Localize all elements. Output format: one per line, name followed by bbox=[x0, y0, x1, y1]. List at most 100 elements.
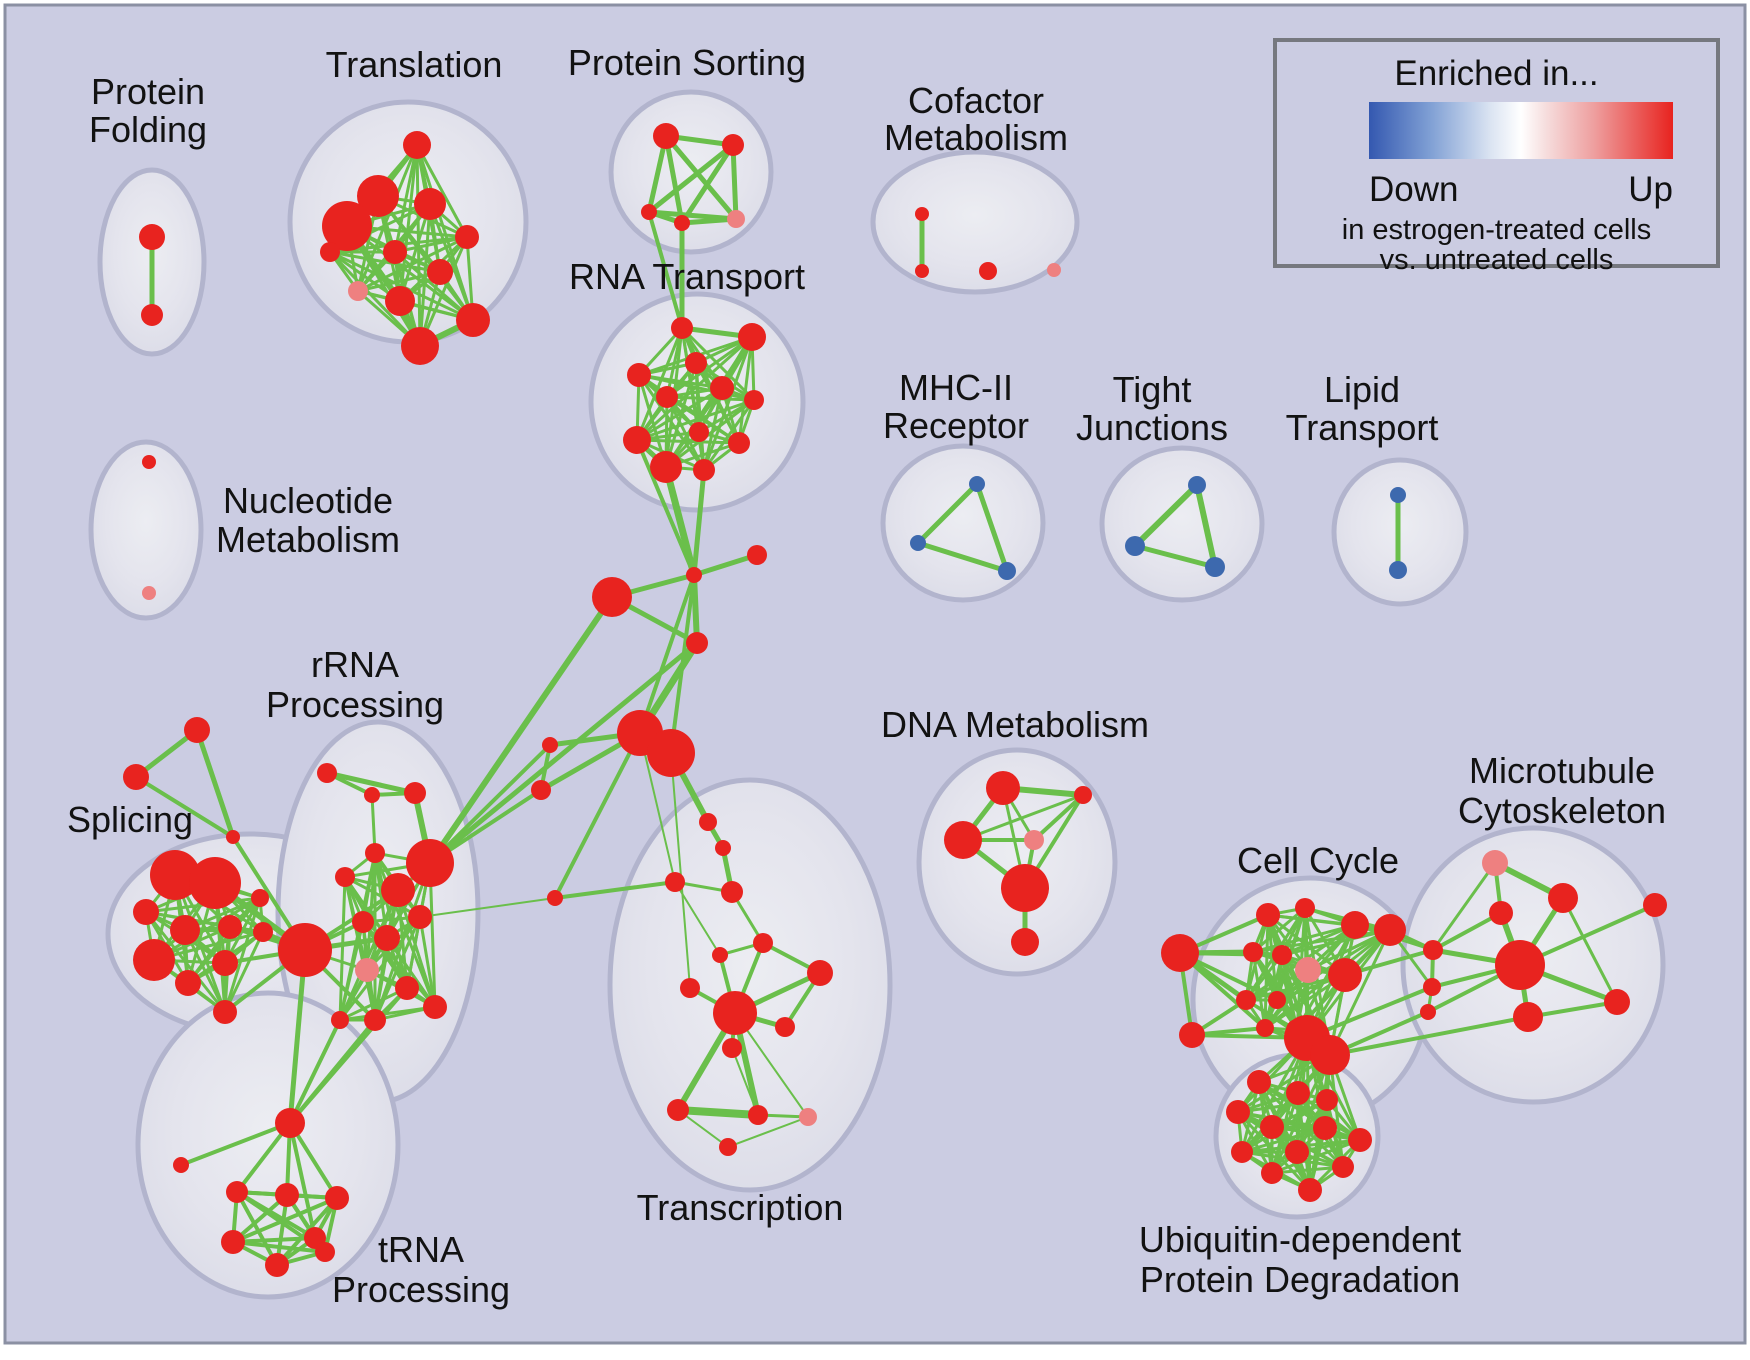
node-rt4[interactable] bbox=[627, 363, 651, 387]
node-ccs[interactable] bbox=[1179, 1022, 1205, 1048]
node-rr6[interactable] bbox=[352, 911, 374, 933]
node-str1[interactable] bbox=[184, 717, 210, 743]
node-tj2[interactable] bbox=[1125, 536, 1145, 556]
node-tx6[interactable] bbox=[753, 933, 773, 953]
node-rt3[interactable] bbox=[685, 352, 707, 374]
node-ub12[interactable] bbox=[1298, 1178, 1322, 1202]
node-pf2[interactable] bbox=[141, 304, 163, 326]
node-cc10[interactable] bbox=[1268, 991, 1286, 1009]
node-cc5[interactable] bbox=[1243, 942, 1263, 962]
node-tx5[interactable] bbox=[712, 947, 728, 963]
node-rr4[interactable] bbox=[365, 843, 385, 863]
node-m1[interactable] bbox=[969, 476, 985, 492]
node-dm4[interactable] bbox=[1024, 830, 1044, 850]
node-sp8[interactable] bbox=[212, 950, 238, 976]
node-nm2[interactable] bbox=[142, 586, 156, 600]
node-tj1[interactable] bbox=[1188, 476, 1206, 494]
node-rr9[interactable] bbox=[381, 873, 415, 907]
node-lp2[interactable] bbox=[1389, 561, 1407, 579]
node-rt8[interactable] bbox=[623, 426, 651, 454]
node-t8[interactable] bbox=[348, 281, 368, 301]
node-rr5[interactable] bbox=[335, 867, 355, 887]
node-str2[interactable] bbox=[123, 764, 149, 790]
node-dm2[interactable] bbox=[1074, 786, 1092, 804]
node-l1[interactable] bbox=[542, 737, 558, 753]
node-rt1[interactable] bbox=[671, 317, 693, 339]
node-tx12[interactable] bbox=[667, 1099, 689, 1121]
node-ps1[interactable] bbox=[653, 123, 679, 149]
node-tx4[interactable] bbox=[721, 881, 743, 903]
node-t1[interactable] bbox=[403, 131, 431, 159]
node-rt5[interactable] bbox=[656, 386, 678, 408]
node-tx8[interactable] bbox=[807, 960, 833, 986]
node-cc7[interactable] bbox=[1295, 957, 1321, 983]
node-ub9[interactable] bbox=[1285, 1140, 1309, 1164]
node-mt5[interactable] bbox=[1643, 893, 1667, 917]
node-cc8[interactable] bbox=[1328, 958, 1362, 992]
node-rt7[interactable] bbox=[744, 390, 764, 410]
node-t4[interactable] bbox=[322, 201, 372, 251]
node-h2[interactable] bbox=[647, 729, 695, 777]
node-trl[interactable] bbox=[173, 1157, 189, 1173]
node-dm6[interactable] bbox=[1011, 928, 1039, 956]
node-sp10[interactable] bbox=[253, 922, 273, 942]
node-t2[interactable] bbox=[357, 175, 399, 217]
node-t3[interactable] bbox=[414, 188, 446, 220]
node-cc14[interactable] bbox=[1310, 1035, 1350, 1075]
node-cc2[interactable] bbox=[1295, 898, 1315, 918]
node-rr7[interactable] bbox=[374, 925, 400, 951]
node-dm3[interactable] bbox=[944, 821, 982, 859]
node-ps4[interactable] bbox=[674, 215, 690, 231]
node-ccbig[interactable] bbox=[1161, 934, 1199, 972]
node-t5[interactable] bbox=[455, 225, 479, 249]
node-rr11[interactable] bbox=[355, 958, 379, 982]
node-tr3[interactable] bbox=[325, 1186, 349, 1210]
node-ub2[interactable] bbox=[1286, 1081, 1310, 1105]
node-rr13[interactable] bbox=[364, 1009, 386, 1031]
node-rt12[interactable] bbox=[693, 459, 715, 481]
node-cf4[interactable] bbox=[1047, 263, 1061, 277]
node-ps2[interactable] bbox=[722, 134, 744, 156]
node-str3[interactable] bbox=[226, 830, 240, 844]
node-sp7[interactable] bbox=[175, 970, 201, 996]
node-ub5[interactable] bbox=[1260, 1115, 1284, 1139]
node-lp1[interactable] bbox=[1390, 487, 1406, 503]
node-tx13[interactable] bbox=[748, 1105, 768, 1125]
node-tx3[interactable] bbox=[665, 872, 685, 892]
node-cc4[interactable] bbox=[1374, 914, 1406, 946]
node-ps5[interactable] bbox=[727, 210, 745, 228]
node-m2[interactable] bbox=[910, 535, 926, 551]
node-tx11[interactable] bbox=[722, 1038, 742, 1058]
node-pf1[interactable] bbox=[139, 224, 165, 250]
node-cf3[interactable] bbox=[979, 262, 997, 280]
node-ub8[interactable] bbox=[1231, 1141, 1253, 1163]
node-t10[interactable] bbox=[456, 303, 490, 337]
node-ch4[interactable] bbox=[686, 632, 708, 654]
node-tx1[interactable] bbox=[699, 813, 717, 831]
node-tr6[interactable] bbox=[265, 1253, 289, 1277]
node-cf1[interactable] bbox=[915, 207, 929, 221]
node-dm1[interactable] bbox=[986, 771, 1020, 805]
node-ub4[interactable] bbox=[1226, 1100, 1250, 1124]
node-rt6[interactable] bbox=[710, 376, 734, 400]
node-ch3[interactable] bbox=[592, 577, 632, 617]
node-sp3[interactable] bbox=[133, 899, 159, 925]
node-rt10[interactable] bbox=[728, 432, 750, 454]
node-t6[interactable] bbox=[383, 240, 407, 264]
node-bb[interactable] bbox=[278, 923, 332, 977]
node-ch1[interactable] bbox=[686, 567, 702, 583]
node-cf2[interactable] bbox=[915, 264, 929, 278]
node-ltc[interactable] bbox=[547, 890, 563, 906]
node-mt1[interactable] bbox=[1548, 883, 1578, 913]
node-mtc3[interactable] bbox=[1420, 1004, 1436, 1020]
node-ub10[interactable] bbox=[1261, 1162, 1283, 1184]
node-tr7[interactable] bbox=[315, 1242, 335, 1262]
node-rr1[interactable] bbox=[317, 763, 337, 783]
node-t9[interactable] bbox=[385, 286, 415, 316]
node-rt9[interactable] bbox=[689, 422, 709, 442]
node-ub3[interactable] bbox=[1316, 1089, 1338, 1111]
node-sp5[interactable] bbox=[218, 915, 242, 939]
node-sp6[interactable] bbox=[133, 939, 175, 981]
node-rr3[interactable] bbox=[404, 782, 426, 804]
node-rr12[interactable] bbox=[395, 976, 419, 1000]
